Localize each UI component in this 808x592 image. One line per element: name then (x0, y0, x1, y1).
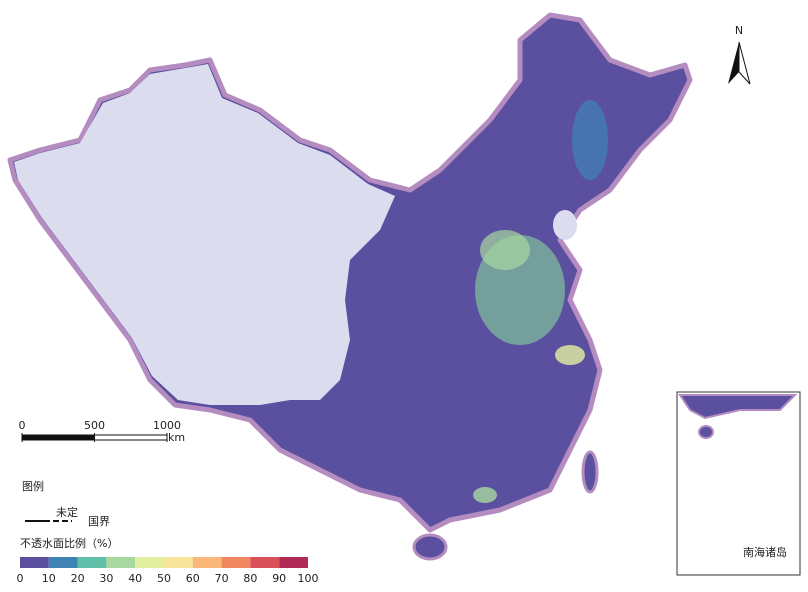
north-arrow (728, 42, 739, 84)
ramp-tick-label: 30 (99, 572, 113, 585)
inset-land (678, 394, 798, 420)
ramp-swatch (135, 557, 164, 568)
inset-label: 南海诸岛 (743, 545, 787, 559)
ramp-swatch (20, 557, 49, 568)
urban-cluster (555, 345, 585, 365)
ramp-swatch (48, 557, 78, 568)
ramp-tick-label: 60 (186, 572, 200, 585)
ramp-tick-label: 80 (243, 572, 257, 585)
ramp-tick-label: 50 (157, 572, 171, 585)
urban-cluster (473, 487, 497, 503)
ramp-tick-label: 20 (71, 572, 85, 585)
ramp-swatch (279, 557, 308, 568)
ramp-tick-label: 40 (128, 572, 142, 585)
north-label: N (735, 24, 743, 37)
border-note: 未定 (56, 505, 78, 519)
ramp-tick-label: 90 (272, 572, 286, 585)
legend-title: 图例 (22, 479, 44, 493)
island (698, 425, 714, 439)
sea-bay (553, 210, 577, 240)
low-cover-region (14, 64, 395, 405)
north-arrow (738, 41, 751, 85)
ramp-swatch (250, 557, 280, 568)
island (581, 450, 599, 494)
ramp-swatch (77, 557, 107, 568)
scale-segment (21, 434, 95, 441)
ramp-tick-label: 70 (215, 572, 229, 585)
ramp-title: 不透水面比例（%） (20, 536, 118, 550)
ramp-swatch (106, 557, 136, 568)
island (412, 533, 448, 561)
ramp-tick-label: 100 (298, 572, 319, 585)
ramp-tick-label: 0 (17, 572, 24, 585)
border-label: 国界 (88, 515, 110, 528)
ramp-swatch (164, 557, 193, 568)
scale-tick-label: 0 (19, 419, 26, 432)
urban-cluster (572, 100, 608, 180)
ramp-swatch (221, 557, 251, 568)
scale-segment (94, 434, 168, 441)
scale-tick-label: 1000 (153, 419, 181, 432)
ramp-swatch (192, 557, 222, 568)
scale-unit: km (168, 431, 185, 444)
urban-cluster (480, 230, 530, 270)
inset-frame (676, 391, 801, 576)
scale-tick-label: 500 (84, 419, 105, 432)
ramp-tick-label: 10 (42, 572, 56, 585)
